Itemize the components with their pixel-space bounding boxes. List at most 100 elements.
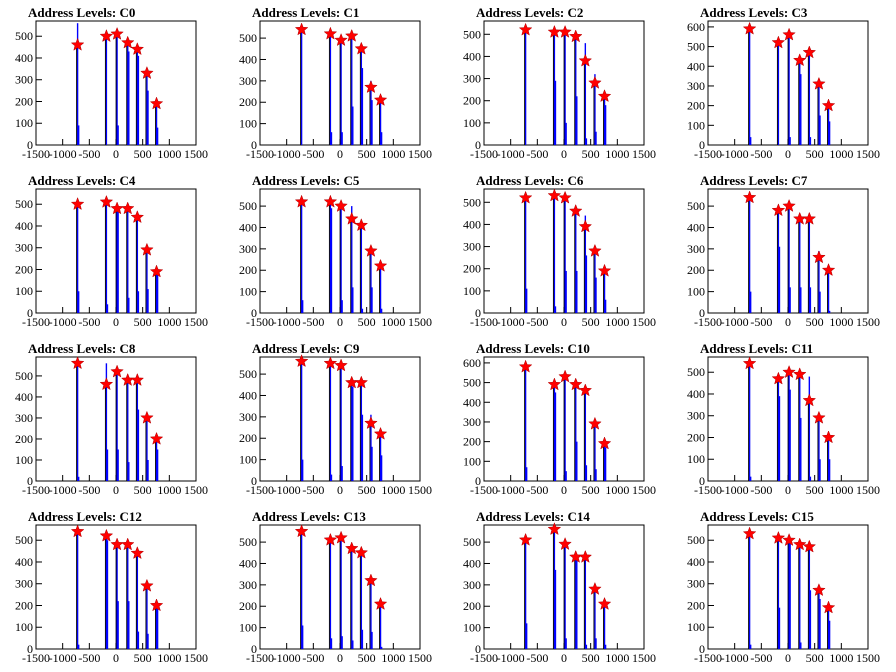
y-tick-label: 0 [27, 306, 33, 320]
y-tick-label: 200 [15, 598, 33, 612]
y-tick-label: 400 [239, 52, 257, 66]
peak-marker [334, 358, 348, 372]
chart-panel: Address Levels: C12 0 100 200 300 400 500 -1500… [0, 504, 224, 672]
x-tick-label: 1000 [381, 315, 405, 329]
x-tick-label: 1000 [829, 315, 853, 329]
peak-marker [120, 201, 135, 215]
y-tick-label: 300 [687, 577, 705, 591]
x-tick-label: -1500 [694, 483, 722, 497]
y-tick-label: 400 [15, 51, 33, 65]
peak-marker [70, 196, 85, 211]
y-tick-label: 100 [463, 284, 481, 298]
x-tick-label: -1500 [22, 315, 50, 329]
peak-marker [821, 600, 836, 614]
chart-panel: Address Levels: C7 0 100 200 300 400 500 -1500-… [672, 168, 896, 336]
x-tick-label: 1000 [157, 147, 181, 161]
chart-panel: Address Levels: C10 0 100 200 300 400 500 600 -1… [448, 336, 672, 504]
peak-marker [140, 66, 154, 80]
y-tick-label: 0 [699, 474, 705, 488]
peak-marker [344, 211, 359, 225]
y-tick-label: 300 [239, 242, 257, 256]
x-tick-label: 1500 [856, 483, 880, 497]
peak-marker [120, 537, 135, 551]
x-tick-label: -1000 [721, 483, 749, 497]
peak-marker [354, 545, 369, 559]
peak-marker [130, 546, 145, 560]
chart-panel: Address Levels: C14 0 100 200 300 400 500 -1500… [448, 504, 672, 672]
y-tick-label: 0 [251, 138, 257, 152]
peak-marker [323, 26, 338, 40]
plot-svg: 0 100 200 300 400 500 -1500-1000 -500 0 500 1000 15… [15, 188, 208, 329]
x-tick-label: 1000 [829, 651, 853, 665]
peak-marker [597, 436, 612, 450]
y-tick-label: 100 [15, 453, 33, 467]
peak-marker [518, 359, 533, 373]
peak-marker [568, 203, 583, 217]
peak-marker [782, 27, 796, 41]
peak-marker [364, 80, 378, 94]
y-tick-label: 200 [239, 599, 257, 613]
peak-marker [821, 98, 836, 112]
chart-panel: Address Levels: C4 0 100 200 300 400 500 -1500-… [0, 168, 224, 336]
y-tick-label: 200 [15, 262, 33, 276]
y-tick-label: 300 [15, 411, 33, 425]
x-tick-label: -1000 [273, 315, 301, 329]
chart-panel: Address Levels: C13 0 100 200 300 400 500 -1500… [224, 504, 448, 672]
y-tick-label: 100 [239, 285, 257, 299]
x-tick-label: 0 [785, 483, 791, 497]
peak-marker [792, 537, 807, 551]
x-tick-label: 0 [113, 147, 119, 161]
y-tick-label: 0 [475, 138, 481, 152]
x-tick-label: 0 [785, 315, 791, 329]
peak-marker [771, 371, 786, 385]
x-tick-label: 0 [337, 315, 343, 329]
peak-marker [323, 532, 338, 546]
peak-marker [742, 21, 757, 35]
y-tick-label: 0 [475, 642, 481, 656]
y-tick-label: 300 [463, 72, 481, 86]
plot-svg: 0 100 200 300 400 500 -1500-1000 -500 0 500 1000 15… [463, 188, 656, 329]
x-tick-label: -1000 [497, 483, 525, 497]
y-tick-label: 100 [239, 117, 257, 131]
x-tick-label: 500 [582, 651, 600, 665]
x-tick-label: 1000 [605, 483, 629, 497]
peak-marker [70, 356, 85, 370]
chart-panel: Address Levels: C15 0 100 200 300 400 500 -1500… [672, 504, 896, 672]
x-tick-label: 1000 [605, 651, 629, 665]
peak-marker [771, 203, 786, 217]
y-tick-label: 200 [687, 598, 705, 612]
y-tick-label: 300 [239, 578, 257, 592]
x-tick-label: -1000 [721, 147, 749, 161]
peak-marker [294, 524, 309, 538]
peak-marker [568, 29, 583, 43]
y-tick-label: 200 [687, 263, 705, 277]
y-tick-label: 500 [463, 27, 481, 41]
chart-panel: Address Levels: C0 0 100 200 300 400 500 -1500-… [0, 0, 224, 168]
y-tick-label: 400 [687, 387, 705, 401]
plot-svg: 0 100 200 300 400 500 -1500-1000 -500 0 500 1000 15… [15, 524, 208, 665]
y-tick-label: 400 [463, 217, 481, 231]
x-tick-label: 1000 [605, 315, 629, 329]
peak-marker [771, 530, 786, 544]
x-tick-label: -1500 [22, 483, 50, 497]
peak-marker [558, 537, 572, 551]
x-tick-label: 0 [561, 147, 567, 161]
y-tick-label: 500 [687, 533, 705, 547]
y-tick-label: 200 [15, 94, 33, 108]
y-tick-label: 100 [463, 454, 481, 468]
x-tick-label: -500 [78, 483, 100, 497]
peak-marker [547, 188, 562, 202]
x-tick-label: -1000 [49, 147, 77, 161]
y-tick-label: 0 [27, 474, 33, 488]
y-tick-label: 500 [463, 195, 481, 209]
y-tick-label: 500 [239, 535, 257, 549]
chart-title: Address Levels: C2 [476, 5, 584, 20]
y-tick-label: 200 [15, 432, 33, 446]
peak-marker [149, 264, 164, 278]
peak-marker [802, 539, 817, 553]
plot-svg: 0 100 200 300 400 500 -1500-1000 -500 0 500 1000 15… [463, 522, 656, 665]
x-tick-label: 500 [134, 651, 152, 665]
x-tick-label: -500 [526, 315, 548, 329]
y-tick-label: 500 [463, 376, 481, 390]
y-tick-label: 400 [687, 555, 705, 569]
